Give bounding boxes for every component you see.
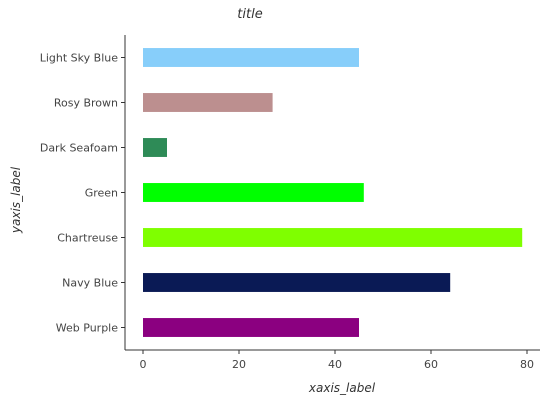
bar-light-sky-blue [143,48,359,67]
y-tick-label: Web Purple [56,322,118,335]
x-tick-label: 20 [232,358,246,371]
x-tick-label: 80 [520,358,534,371]
x-tick-label: 40 [328,358,342,371]
bars-group [143,48,523,337]
x-tick-label: 60 [424,358,438,371]
y-tick-label: Rosy Brown [54,97,118,110]
axes-group: Web Purple Navy Blue Chartreuse Green Dark S… [40,35,540,371]
bar-green [143,183,364,202]
y-tick-label: Dark Seafoam [40,142,118,155]
x-tick-label: 0 [140,358,147,371]
y-tick-label: Green [85,187,118,200]
bar-dark-seafoam [143,138,167,157]
y-tick-label: Light Sky Blue [40,52,118,65]
y-tick-label: Chartreuse [57,232,118,245]
bar-chartreuse [143,228,523,247]
y-axis-label: yaxis_label [9,166,23,234]
bar-rosy-brown [143,93,273,112]
bar-navy-blue [143,273,451,292]
y-tick-label: Navy Blue [62,277,118,290]
chart-title: title [237,7,262,22]
x-axis-label: xaxis_label [308,381,376,395]
bar-web-purple [143,318,359,337]
